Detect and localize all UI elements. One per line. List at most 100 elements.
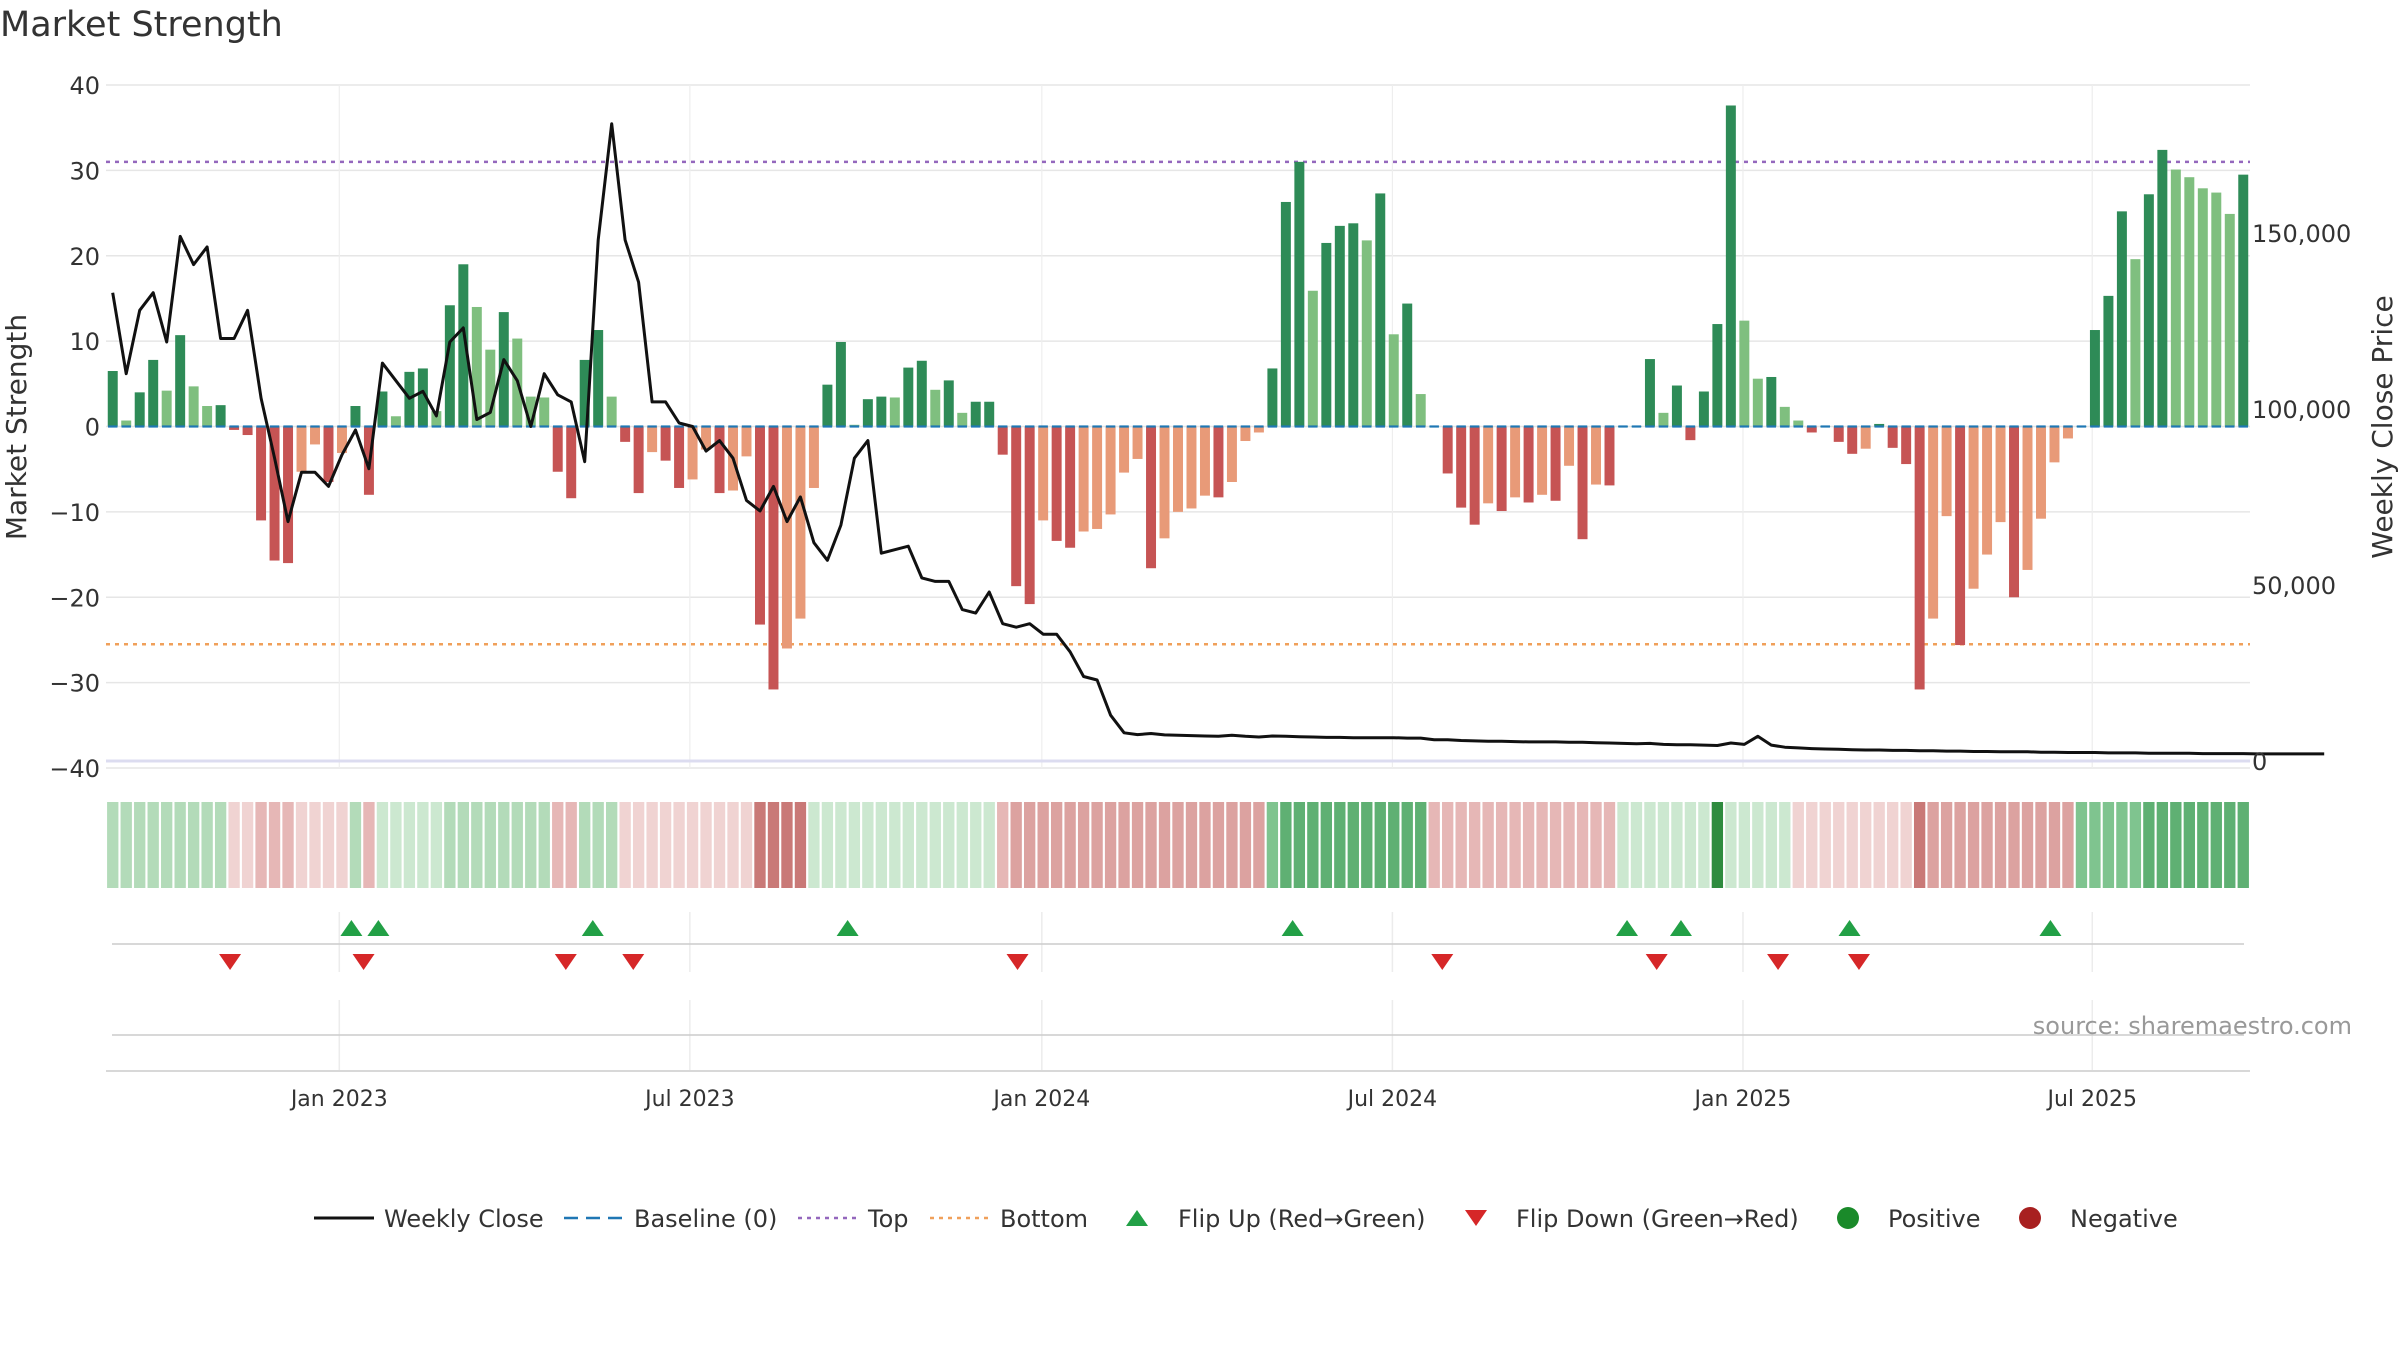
strength-bar	[1483, 426, 1494, 504]
flip-down-marker	[1767, 954, 1790, 970]
regime-cell	[1415, 802, 1427, 888]
regime-cell	[457, 802, 469, 888]
regime-cell	[1522, 802, 1535, 888]
strength-bar	[458, 264, 469, 427]
strength-bar	[1240, 426, 1251, 442]
regime-cell	[2116, 802, 2128, 888]
regime-cell	[1482, 802, 1494, 888]
regime-cell	[1266, 802, 1279, 888]
strength-bar	[1375, 193, 1386, 427]
legend-negative-swatch	[2019, 1207, 2041, 1229]
regime-cell	[1873, 802, 1885, 888]
strength-bar	[970, 401, 981, 427]
legend-negative-label: Negative	[2070, 1205, 2178, 1233]
strength-bar	[2089, 330, 2100, 427]
regime-cell	[1388, 802, 1400, 888]
strength-bar	[2238, 174, 2249, 427]
regime-cell	[161, 802, 173, 888]
strength-bar	[1847, 426, 1858, 454]
strength-bar	[539, 397, 550, 427]
regime-cell	[120, 802, 132, 888]
strength-bar	[2170, 169, 2181, 427]
regime-cell	[444, 802, 456, 888]
strength-bar	[835, 341, 846, 427]
regime-cell	[228, 802, 240, 888]
strength-bar	[1213, 426, 1224, 498]
regime-cell	[605, 802, 618, 888]
regime-cell	[1334, 802, 1346, 888]
regime-cell	[1887, 802, 1899, 888]
strength-bar	[336, 426, 347, 453]
regime-cell	[336, 802, 348, 888]
legend-flip-down-label: Flip Down (Green→Red)	[1516, 1205, 1799, 1233]
regime-cell	[1940, 802, 1953, 888]
strength-bar	[2103, 295, 2114, 427]
regime-cell	[1833, 802, 1845, 888]
regime-cell	[740, 802, 753, 888]
strength-bar	[1725, 105, 1736, 427]
regime-cell	[376, 802, 389, 888]
regime-cell	[1293, 802, 1306, 888]
strength-bar	[984, 401, 995, 427]
strength-bar	[1591, 426, 1602, 485]
legend-baseline-label: Baseline (0)	[634, 1205, 777, 1233]
regime-cell	[1725, 802, 1737, 888]
regime-cell	[1347, 802, 1359, 888]
regime-cell	[134, 802, 146, 888]
regime-cell	[2089, 802, 2101, 888]
strength-bar	[2184, 177, 2195, 427]
flip-down-marker	[1431, 954, 1454, 970]
regime-band	[107, 802, 2249, 888]
regime-cell	[214, 802, 227, 888]
regime-cell	[1428, 802, 1440, 888]
regime-cell	[1738, 802, 1751, 888]
strength-bar	[417, 368, 428, 427]
strength-bar	[1199, 426, 1210, 496]
strength-bar	[350, 406, 361, 427]
flip-down-marker	[1645, 954, 1668, 970]
regime-cell	[1131, 802, 1144, 888]
flip-up-marker	[1281, 920, 1304, 936]
strength-bar	[754, 426, 765, 625]
regime-cell	[2062, 802, 2074, 888]
regime-cell	[2156, 802, 2169, 888]
strength-bar	[822, 384, 833, 427]
strength-bar	[1982, 426, 1993, 555]
strength-bar	[107, 371, 118, 427]
strength-bar	[2130, 259, 2141, 427]
strength-bar	[943, 380, 954, 427]
regime-cell	[484, 802, 496, 888]
strength-bar	[1038, 426, 1049, 521]
strength-bar	[1779, 406, 1790, 427]
regime-cell	[1495, 802, 1508, 888]
strength-bar	[579, 359, 590, 427]
strength-bar	[1698, 391, 1709, 427]
strength-bar	[296, 426, 307, 472]
flip-down-marker	[554, 954, 577, 970]
regime-cell	[997, 802, 1009, 888]
strength-bar	[390, 416, 401, 427]
strength-bar	[808, 426, 819, 488]
regime-cell	[1212, 802, 1225, 888]
regime-cell	[1806, 802, 1818, 888]
regime-cell	[2102, 802, 2115, 888]
regime-cell	[2170, 802, 2182, 888]
regime-cell	[686, 802, 699, 888]
regime-cell	[1226, 802, 1238, 888]
y-axis-label: Market Strength	[0, 314, 33, 540]
regime-cell	[794, 802, 807, 888]
strength-bar	[714, 426, 725, 494]
regime-cell	[1765, 802, 1777, 888]
regime-cell	[1617, 802, 1629, 888]
regime-cell	[1981, 802, 1993, 888]
legend: Weekly Close Baseline (0) Top Bottom Flip Up…	[314, 1205, 2178, 1233]
regime-cell	[592, 802, 604, 888]
strength-bar	[701, 426, 712, 450]
strength-bar	[134, 392, 145, 427]
regime-cell	[2197, 802, 2209, 888]
flip-up-marker	[581, 920, 604, 936]
strength-bar	[903, 367, 914, 427]
regime-cell	[1307, 802, 1319, 888]
strength-bar	[687, 426, 698, 480]
strength-bar	[1280, 201, 1291, 427]
